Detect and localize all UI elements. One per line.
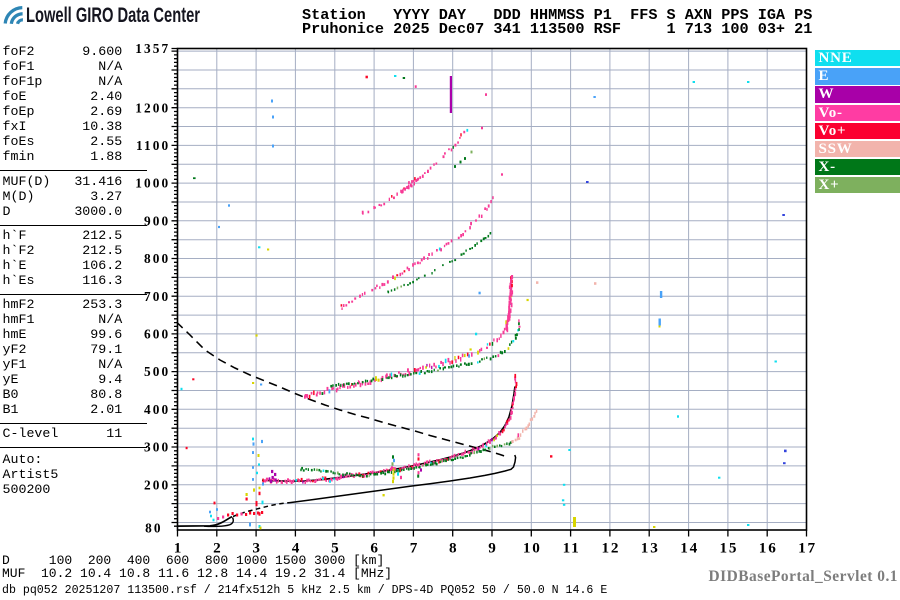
svg-text:5: 5 xyxy=(331,540,340,557)
svg-text:11: 11 xyxy=(563,540,581,557)
svg-text:200: 200 xyxy=(144,477,170,492)
svg-text:900: 900 xyxy=(144,213,170,228)
svg-text:800: 800 xyxy=(144,251,170,266)
svg-text:400: 400 xyxy=(144,402,170,417)
svg-text:700: 700 xyxy=(144,289,170,304)
svg-text:1200: 1200 xyxy=(135,100,170,115)
svg-text:1357: 1357 xyxy=(135,41,170,56)
svg-text:14: 14 xyxy=(680,540,699,557)
svg-text:600: 600 xyxy=(144,327,170,342)
svg-text:6: 6 xyxy=(370,540,379,557)
svg-text:7: 7 xyxy=(410,540,419,557)
svg-text:9: 9 xyxy=(488,540,497,557)
svg-text:17: 17 xyxy=(798,540,817,557)
svg-text:16: 16 xyxy=(759,540,778,557)
svg-text:12: 12 xyxy=(602,540,621,557)
svg-text:1: 1 xyxy=(174,540,183,557)
svg-text:1100: 1100 xyxy=(136,138,170,153)
svg-text:300: 300 xyxy=(144,440,170,455)
svg-text:80: 80 xyxy=(145,521,163,536)
svg-text:500: 500 xyxy=(144,364,170,379)
svg-text:13: 13 xyxy=(641,540,660,557)
svg-text:8: 8 xyxy=(449,540,458,557)
svg-text:2: 2 xyxy=(213,540,222,557)
svg-text:10: 10 xyxy=(523,540,542,557)
svg-text:15: 15 xyxy=(720,540,739,557)
svg-text:1000: 1000 xyxy=(135,176,170,191)
svg-text:4: 4 xyxy=(292,540,301,557)
svg-text:3: 3 xyxy=(252,540,261,557)
